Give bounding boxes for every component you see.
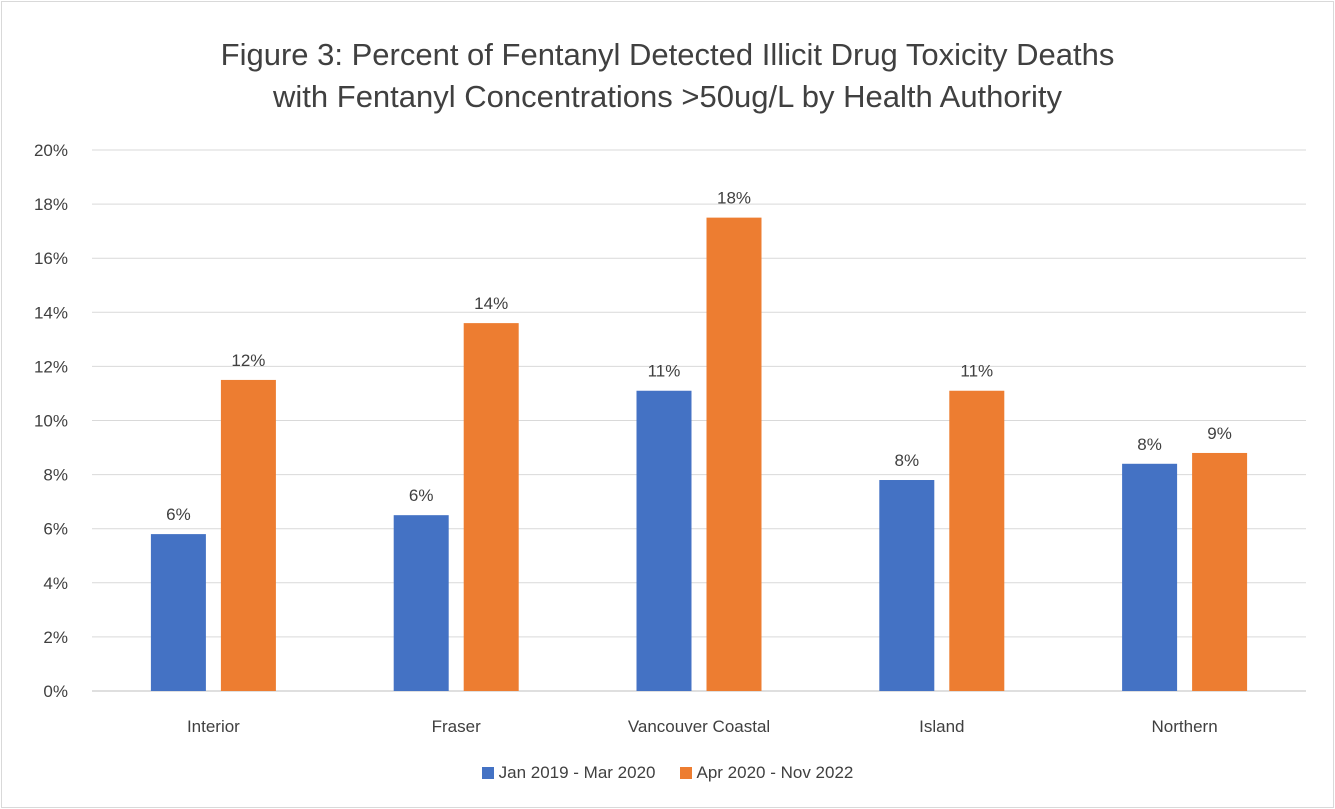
- gridlines: [92, 149, 1306, 692]
- y-tick-label: 20%: [34, 141, 68, 160]
- x-tick-label: Northern: [1152, 717, 1218, 736]
- data-label: 11%: [648, 362, 681, 381]
- legend-swatch-series-1: [481, 767, 494, 779]
- x-axis-tick-labels: Interior Fraser Vancouver Coastal Island Nor…: [187, 717, 1218, 736]
- y-tick-label: 10%: [34, 412, 68, 431]
- bar-series-2-interior: [220, 379, 276, 691]
- x-tick-label: Vancouver Coastal: [628, 717, 770, 736]
- y-tick-label: 12%: [34, 357, 68, 376]
- data-label: 9%: [1207, 424, 1232, 443]
- chart-title-line-2: with Fentanyl Concentrations >50ug/L by …: [273, 79, 1062, 114]
- bar-series-1-interior: [150, 534, 206, 691]
- legend-label-series-1: Jan 2019 - Mar 2020: [498, 763, 656, 782]
- x-tick-label: Fraser: [432, 717, 481, 736]
- bar-series-1-island: [879, 480, 935, 691]
- bar-series-1-vancouver-coastal: [636, 390, 692, 691]
- y-tick-label: 14%: [34, 303, 68, 322]
- y-tick-label: 4%: [43, 574, 68, 593]
- x-tick-label: Island: [919, 717, 964, 736]
- data-label: 18%: [717, 189, 751, 208]
- y-tick-label: 18%: [34, 195, 68, 214]
- bar-series-2-vancouver-coastal: [706, 217, 762, 691]
- data-label: 14%: [474, 294, 508, 313]
- chart-title: Figure 3: Percent of Fentanyl Detected I…: [0, 34, 1335, 118]
- bar-series-1-fraser: [393, 515, 449, 691]
- data-label: 11%: [960, 362, 993, 381]
- y-tick-label: 0%: [43, 682, 68, 701]
- data-label: 12%: [231, 351, 265, 370]
- x-tick-label: Interior: [187, 717, 240, 736]
- data-labels: 6% 12% 6% 14% 11% 18% 8% 11% 8% 9%: [166, 189, 1232, 524]
- bar-series-1-northern: [1122, 463, 1178, 691]
- legend-swatch-series-2: [679, 767, 692, 779]
- data-label: 8%: [895, 451, 920, 470]
- y-axis-tick-labels: 0% 2% 4% 6% 8% 10% 12% 14% 16% 18% 20%: [34, 141, 68, 701]
- data-label: 6%: [409, 486, 434, 505]
- y-tick-label: 16%: [34, 249, 68, 268]
- y-tick-label: 2%: [43, 628, 68, 647]
- legend-label-series-2: Apr 2020 - Nov 2022: [696, 763, 854, 782]
- bar-series-2-island: [949, 390, 1005, 691]
- bars: [150, 217, 1248, 691]
- legend: Jan 2019 - Mar 2020 Apr 2020 - Nov 2022: [0, 763, 1335, 783]
- chart-title-line-1: Figure 3: Percent of Fentanyl Detected I…: [220, 37, 1115, 72]
- bar-series-2-fraser: [463, 323, 519, 691]
- y-tick-label: 6%: [43, 520, 68, 539]
- data-label: 6%: [166, 505, 191, 524]
- data-label: 8%: [1137, 435, 1162, 454]
- legend-item-series-2: Apr 2020 - Nov 2022: [679, 763, 854, 783]
- y-tick-label: 8%: [43, 466, 68, 485]
- legend-item-series-1: Jan 2019 - Mar 2020: [481, 763, 656, 783]
- bar-series-2-northern: [1192, 452, 1248, 691]
